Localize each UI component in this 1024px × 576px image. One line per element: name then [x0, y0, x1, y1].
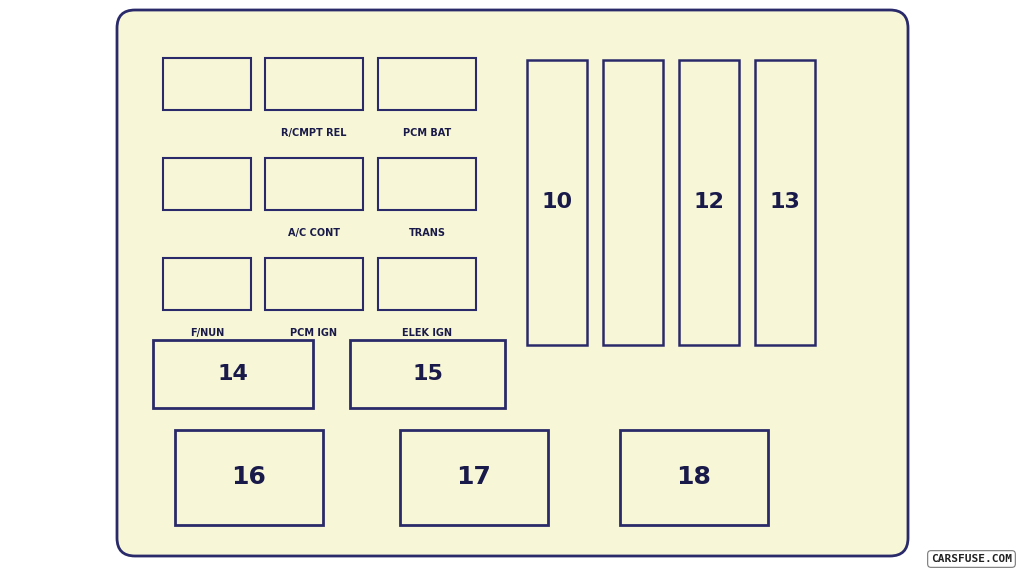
Text: CARSFUSE.COM: CARSFUSE.COM [931, 554, 1012, 564]
Text: 13: 13 [770, 192, 801, 213]
Bar [265, 158, 362, 210]
Bar [163, 258, 251, 310]
Text: 10: 10 [542, 192, 572, 213]
Bar [265, 258, 362, 310]
Bar [378, 258, 476, 310]
Bar [175, 430, 323, 525]
Text: PCM IGN: PCM IGN [291, 328, 338, 338]
Text: 18: 18 [677, 465, 712, 490]
Bar [378, 58, 476, 110]
Bar [153, 340, 313, 408]
Bar [755, 60, 815, 345]
Text: ELEK IGN: ELEK IGN [402, 328, 452, 338]
Text: PCM BAT: PCM BAT [402, 128, 452, 138]
Bar [378, 158, 476, 210]
Text: 12: 12 [693, 192, 724, 213]
Text: 15: 15 [412, 364, 443, 384]
Text: 14: 14 [217, 364, 249, 384]
Bar [163, 158, 251, 210]
FancyBboxPatch shape [117, 10, 908, 556]
Bar [163, 58, 251, 110]
Bar [527, 60, 587, 345]
Text: 16: 16 [231, 465, 266, 490]
Text: F/NUN: F/NUN [189, 328, 224, 338]
Bar [350, 340, 505, 408]
Text: A/C CONT: A/C CONT [288, 228, 340, 238]
Text: R/CMPT REL: R/CMPT REL [282, 128, 347, 138]
Bar [265, 58, 362, 110]
Bar [603, 60, 663, 345]
Text: TRANS: TRANS [409, 228, 445, 238]
Bar [679, 60, 739, 345]
Bar [620, 430, 768, 525]
Bar [400, 430, 548, 525]
Text: 17: 17 [457, 465, 492, 490]
